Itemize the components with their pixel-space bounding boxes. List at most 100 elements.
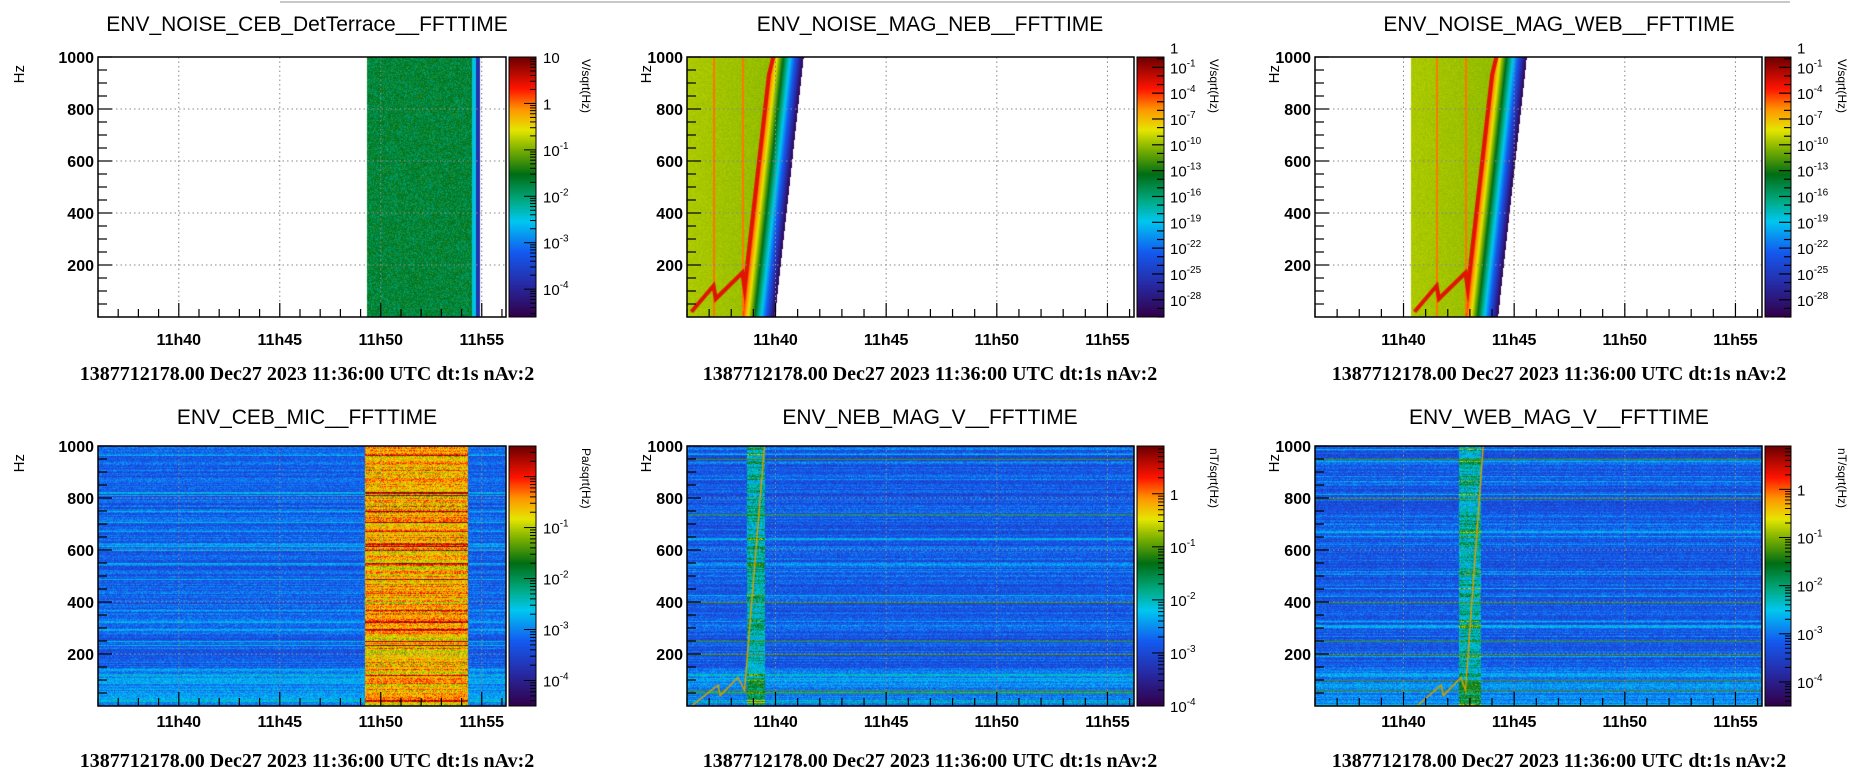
spectrogram-panel: 200 400 600 800 1000 11h40 11h45 11h50 11h55 ENV_…	[638, 406, 1221, 772]
x-tick-label: 11h55	[1085, 714, 1130, 731]
plot-footer: 1387712178.00 Dec27 2023 11:36:00 UTC dt…	[1332, 363, 1787, 385]
colorbar-tick-label: 10-16	[1170, 187, 1202, 206]
colorbar-tick-label: 10-1	[1170, 58, 1196, 77]
colorbar-tick-base: 10	[1170, 138, 1187, 155]
y-tick-label: 400	[67, 206, 94, 223]
colorbar-tick-base: 10	[1170, 241, 1187, 258]
colorbar-tick-base: 10	[1797, 112, 1814, 129]
colorbar-tick-label: 10-7	[1170, 110, 1196, 129]
x-tick-label: 11h45	[258, 714, 303, 731]
colorbar-tick-base: 1	[543, 96, 551, 113]
x-tick-label: 11h50	[1603, 714, 1648, 731]
colorbar-tick-label: 10-13	[1797, 162, 1829, 181]
colorbar-tick-label: 10-4	[1170, 697, 1196, 716]
colorbar-tick-base: 10	[543, 674, 560, 691]
colorbar-tick-exponent: -4	[1814, 673, 1823, 684]
y-tick-label: 400	[67, 595, 94, 612]
x-tick-label: 11h55	[1713, 332, 1758, 349]
colorbar-frame	[1764, 56, 1792, 318]
colorbar-tick-label: 10-25	[1797, 265, 1829, 284]
colorbar-tick-label: 10-28	[1170, 291, 1202, 310]
colorbar-tick-base: 1	[1797, 482, 1805, 499]
x-tick-label: 11h40	[753, 332, 798, 349]
colorbar-tick-exponent: -22	[1187, 239, 1202, 250]
colorbar-tick-exponent: -3	[560, 234, 569, 245]
x-tick-label: 11h50	[975, 714, 1020, 731]
colorbar-tick-base: 10	[1170, 646, 1187, 663]
colorbar-tick-base: 10	[1797, 215, 1814, 232]
colorbar-tick-base: 10	[1170, 112, 1187, 129]
x-tick-label: 11h45	[864, 714, 909, 731]
x-tick-label: 11h50	[359, 714, 404, 731]
colorbar-frame	[508, 56, 537, 318]
colorbar-tick-label: 10-19	[1797, 213, 1829, 232]
colorbar-tick-exponent: -2	[1814, 577, 1823, 588]
plot-footer: 1387712178.00 Dec27 2023 11:36:00 UTC dt…	[80, 363, 535, 385]
colorbar-tick-label: 10-1	[543, 141, 569, 160]
y-axis-label: Hz	[638, 65, 655, 83]
colorbar-tick-label: 10-4	[543, 280, 569, 299]
colorbar-tick-label: 10-22	[1170, 239, 1202, 258]
colorbar-tick-label: 10-7	[1797, 110, 1823, 129]
colorbar-tick-label: 10-2	[543, 187, 569, 206]
x-tick-label: 11h55	[1713, 714, 1758, 731]
colorbar-tick-label: 10-2	[1170, 591, 1196, 610]
x-tick-label: 11h45	[864, 332, 909, 349]
colorbar-tick-label: 10-25	[1170, 265, 1202, 284]
colorbar-tick-label: 1	[543, 96, 551, 113]
spectrogram-heatmap	[98, 57, 506, 317]
colorbar-tick-base: 10	[543, 189, 560, 206]
colorbar-tick-label: 1	[1797, 482, 1805, 499]
y-tick-label: 1000	[647, 50, 683, 67]
y-axis-label: Hz	[1266, 65, 1283, 83]
colorbar-tick-exponent: -25	[1814, 265, 1829, 276]
colorbar-tick-exponent: -25	[1187, 265, 1202, 276]
plot-footer: 1387712178.00 Dec27 2023 11:36:00 UTC dt…	[1332, 750, 1787, 772]
colorbar	[509, 446, 536, 706]
y-tick-label: 800	[656, 491, 683, 508]
plot-title: ENV_NEB_MAG_V__FFTTIME	[782, 406, 1077, 429]
y-tick-label: 800	[67, 102, 94, 119]
colorbar-tick-base: 1	[1170, 487, 1178, 504]
y-tick-label: 600	[1284, 154, 1311, 171]
y-tick-label: 200	[656, 647, 683, 664]
x-tick-label: 11h40	[1381, 332, 1426, 349]
colorbar-tick-base: 10	[1170, 293, 1187, 310]
colorbar-tick-label: 10	[543, 50, 560, 67]
colorbar-tick-label: 1	[1170, 40, 1178, 57]
colorbar-tick-exponent: -19	[1187, 213, 1202, 224]
y-tick-label: 1000	[1275, 439, 1311, 456]
colorbar-tick-label: 10-1	[543, 519, 569, 538]
y-tick-label: 200	[67, 258, 94, 275]
colorbar-tick-label: 10-22	[1797, 239, 1829, 258]
colorbar-frame	[1136, 445, 1165, 707]
spectrogram-heatmap	[687, 57, 1134, 317]
colorbar-tick-exponent: -2	[560, 187, 569, 198]
y-tick-label: 200	[1284, 647, 1311, 664]
colorbar-tick-base: 10	[1797, 579, 1814, 596]
plot-title: ENV_WEB_MAG_V__FFTTIME	[1409, 406, 1709, 429]
spectrogram-panel: 200 400 600 800 1000 11h40 11h45 11h50 11h55 ENV_…	[11, 13, 593, 385]
x-tick-label: 11h45	[1492, 714, 1537, 731]
colorbar-tick-exponent: -28	[1187, 291, 1202, 302]
y-axis-label: Hz	[11, 65, 28, 83]
plot-frame	[686, 445, 1135, 707]
colorbar-tick-exponent: -7	[1187, 110, 1196, 121]
colorbar-tick-base: 10	[1797, 164, 1814, 181]
colorbar-tick-exponent: -3	[560, 621, 569, 632]
colorbar-tick-base: 10	[1797, 138, 1814, 155]
colorbar-unit-label: V/sqrt(Hz)	[1207, 59, 1221, 113]
colorbar-tick-exponent: -13	[1187, 162, 1202, 173]
colorbar-tick-base: 10	[1797, 530, 1814, 547]
spectrogram-panel: 200 400 600 800 1000 11h40 11h45 11h50 11h55 ENV_…	[1266, 406, 1849, 772]
colorbar-tick-label: 10-3	[543, 621, 569, 640]
colorbar-frame	[1764, 445, 1792, 707]
colorbar-tick-base: 10	[1170, 540, 1187, 557]
colorbar-tick-label: 10-4	[1797, 84, 1823, 103]
y-tick-label: 1000	[58, 439, 94, 456]
colorbar-tick-exponent: -4	[560, 280, 569, 291]
colorbar-tick-base: 10	[1170, 164, 1187, 181]
plot-frame	[97, 56, 507, 318]
colorbar-tick-label: 10-19	[1170, 213, 1202, 232]
colorbar-tick-base: 10	[1170, 60, 1187, 77]
